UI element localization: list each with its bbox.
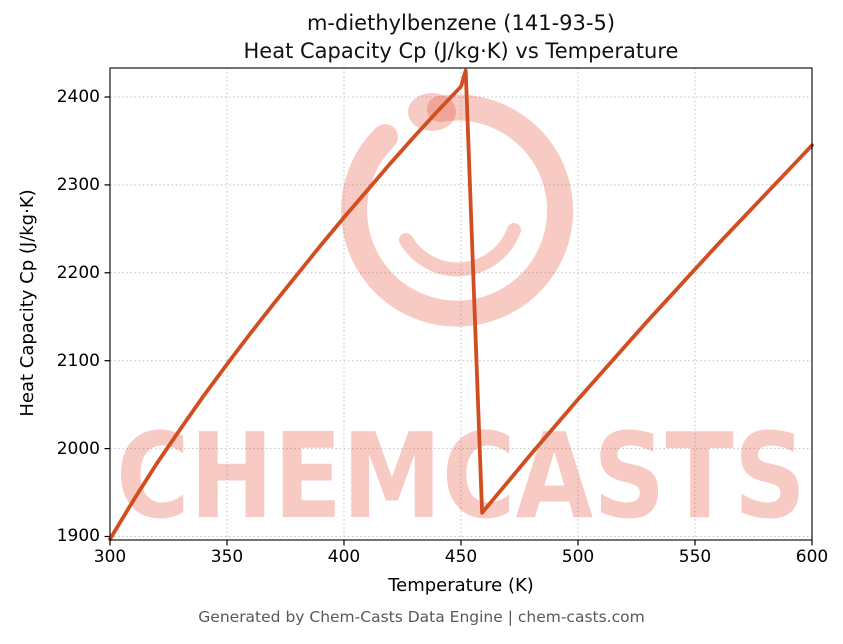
y-tick-label: 2300 [56, 174, 100, 195]
y-axis-label: Heat Capacity Cp (J/kg·K) [17, 189, 38, 417]
y-tick-label: 1900 [56, 526, 100, 547]
footer-credit: Generated by Chem-Casts Data Engine | ch… [198, 608, 645, 626]
chart-title: m-diethylbenzene (141-93-5) Heat Capacit… [110, 10, 812, 65]
x-tick-label: 350 [210, 547, 244, 567]
chart-title-line1: m-diethylbenzene (141-93-5) [306, 11, 616, 35]
x-tick-label: 550 [678, 547, 712, 567]
x-tick-label: 400 [327, 547, 361, 567]
watermark-swoosh-icon [341, 94, 574, 327]
x-axis-label: Temperature (K) [388, 575, 534, 596]
y-tick-label: 2000 [56, 438, 100, 459]
cp-line-series [108, 68, 814, 541]
watermark-text: CHEMCASTS [116, 407, 806, 545]
x-tick-label: 300 [93, 547, 127, 567]
x-tick-label: 450 [444, 547, 478, 567]
y-tick-label: 2200 [56, 262, 100, 283]
x-tick-label: 600 [795, 547, 829, 567]
x-tick-label: 500 [561, 547, 595, 567]
watermark-inner-swoosh-icon [399, 223, 521, 277]
chart-title-line2: Heat Capacity Cp (J/kg·K) vs Temperature [243, 38, 679, 63]
y-tick-label: 2400 [56, 87, 100, 107]
y-tick-label: 2100 [56, 350, 100, 371]
